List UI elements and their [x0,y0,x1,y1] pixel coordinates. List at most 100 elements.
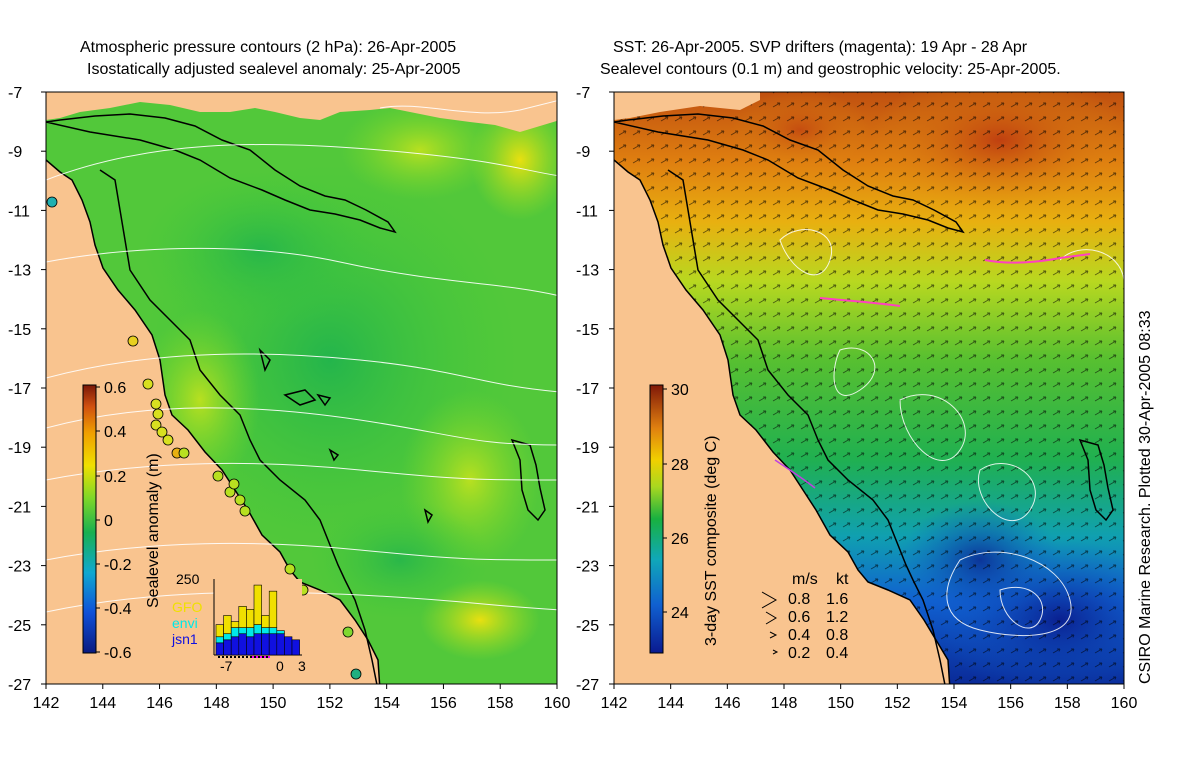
vkey-ms-2: 0.6 [788,609,810,626]
inset-bar-jsn1 [276,633,285,656]
left-lat-tick-label: -25 [8,618,31,635]
inset-bar-envi [261,627,270,635]
inset-legend-jsn1: jsn1 [171,631,198,647]
velocity-key: m/s kt 0.8 1.6 0.6 1.2 0.4 0.8 0.2 0.4 [761,571,849,662]
left-title-line2: Isostatically adjusted sealevel anomaly:… [87,61,461,78]
sla-tick-7: -0.6 [104,645,132,662]
sla-tick-4: 0 [104,513,113,530]
inset-bar-gfo [246,609,255,628]
right-lat-tick-label: -19 [576,440,599,457]
inset-bar-jsn1 [223,639,232,656]
inset-bar-gfo [253,584,262,625]
right-lon-tick-label: 146 [714,695,741,712]
inset-bar-gfo [238,606,247,628]
left-lat-tick-label: -17 [8,381,31,398]
vkey-header-ms: m/s [792,571,818,588]
vkey-ms-1: 0.8 [788,591,810,608]
vkey-arrow-3 [769,631,778,639]
sst-tick-1: 30 [671,382,689,399]
right-lat-tick-label: -25 [576,618,599,635]
inset-bar-envi [238,627,247,635]
left-lon-tick-label: 160 [544,695,571,712]
inset-bar-jsn1 [253,633,262,656]
right-title-line1: SST: 26-Apr-2005. SVP drifters (magenta)… [613,39,1028,56]
vkey-ms-3: 0.4 [788,627,810,644]
left-lat-tick-label: -11 [8,203,30,220]
left-lon-tick-label: 152 [317,695,344,712]
sla-colorbar-ticks: 0.6 0.4 0.2 0 -0.2 -0.4 -0.6 [96,380,132,662]
inset-bar-gfo [261,615,270,628]
inset-bar-jsn1 [261,633,270,656]
inset-bar-envi [223,633,232,641]
right-lon-tick-label: 158 [1054,695,1081,712]
left-lon-tick-label: 158 [487,695,514,712]
inset-legend-envi: envi [172,615,198,631]
right-lat-tick-label: -7 [576,85,590,102]
left-lat-tick-label: -9 [8,144,22,161]
inset-bar-jsn1 [230,636,240,656]
inset-bar-jsn1 [238,633,247,656]
vkey-kt-2: 1.2 [826,609,848,626]
sla-tick-3: 0.2 [104,469,126,486]
inset-xtick-1: -7 [220,658,233,674]
inset-bar-envi [276,630,285,635]
left-lon-tick-label: 150 [260,695,287,712]
right-lat-tick-label: -23 [576,559,599,576]
right-lon-tick-label: 154 [941,695,968,712]
vkey-arrow-4 [772,649,779,655]
left-lat-tick-label: -23 [8,559,31,576]
left-lat-tick-label: -21 [8,499,31,516]
inset-ytick: 250 [176,571,200,587]
inset-bar-gfo [215,624,224,638]
right-lon-tick-label: 148 [771,695,798,712]
inset-bar-jsn1 [246,636,255,656]
right-map [614,92,1124,684]
sla-tick-1: 0.6 [104,380,126,397]
inset-bar-jsn1 [284,636,293,656]
inset-bar-gfo [230,621,240,628]
credit-text: CSIRO Marine Research. Plotted 30-Apr-20… [1137,310,1154,684]
sla-tick-5: -0.2 [104,557,132,574]
sst-colorbar-label: 3-day SST composite (deg C) [703,436,720,646]
inset-bars [215,584,300,656]
right-title-line2: Sealevel contours (0.1 m) and geostrophi… [600,61,1061,78]
vkey-kt-1: 1.6 [826,591,848,608]
sst-colorbar [649,384,664,654]
right-lon-tick-label: 156 [997,695,1024,712]
inset-bar-envi [268,627,278,635]
left-lon-tick-label: 156 [430,695,457,712]
sla-tick-6: -0.4 [104,601,132,618]
left-lat-tick-label: -19 [8,440,31,457]
vkey-header-kt: kt [836,571,849,588]
left-lon-tick-label: 146 [146,695,173,712]
right-lon-tick-label: 160 [1111,695,1138,712]
inset-bar-jsn1 [215,642,224,656]
inset-bar-envi [253,624,262,635]
sst-tick-4: 24 [671,605,689,622]
sla-tick-2: 0.4 [104,424,126,441]
sst-tick-3: 26 [671,531,689,548]
inset-bar-gfo [268,590,278,628]
vkey-kt-4: 0.4 [826,645,848,662]
left-lat-tick-label: -7 [8,85,22,102]
right-lon-tick-label: 150 [827,695,854,712]
inset-histogram: 250 GFO envi jsn1 -7 0 3 [171,571,306,674]
vkey-arrow-1 [761,591,778,609]
inset-legend-gfo: GFO [172,599,202,615]
left-lon-tick-label: 148 [203,695,230,712]
sla-colorbar [82,384,97,654]
right-lat-tick-label: -21 [576,499,599,516]
right-lat-tick-label: -9 [576,144,590,161]
right-lat-tick-label: -11 [576,203,598,220]
inset-xtick-3: 3 [298,658,306,674]
inset-bar-jsn1 [291,639,300,656]
inset-bar-envi [230,627,240,638]
inset-bar-jsn1 [268,633,278,656]
left-lat-tick-label: -27 [8,677,31,694]
right-lat-tick-label: -15 [576,322,599,339]
right-lon-tick-label: 142 [601,695,628,712]
right-lat-tick-label: -13 [576,263,599,280]
sla-colorbar-label: Sealevel anomaly (m) [145,453,162,608]
